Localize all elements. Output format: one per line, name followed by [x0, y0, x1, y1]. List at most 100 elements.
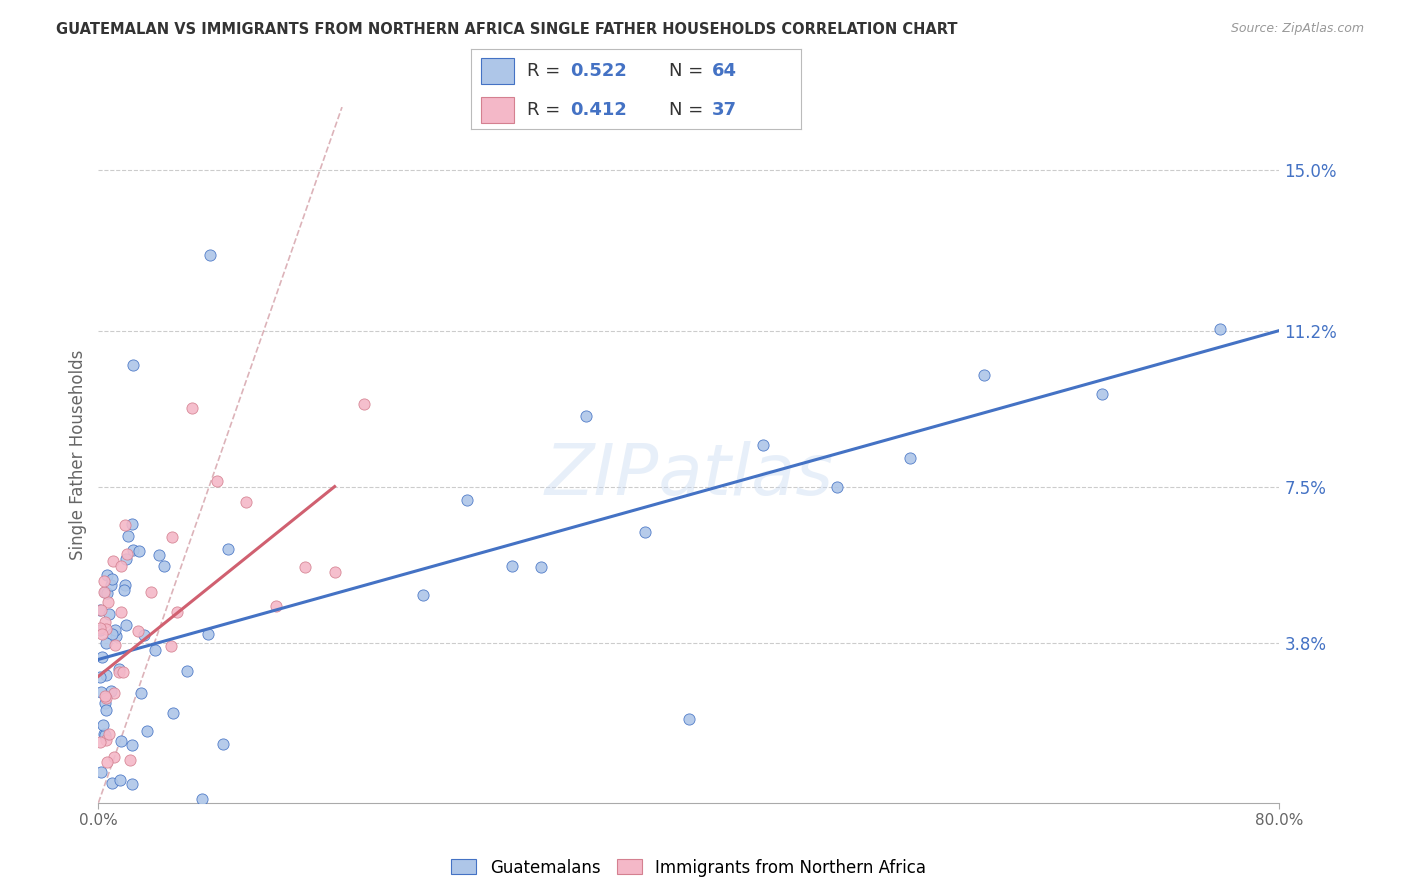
Point: [574, 409, 596, 424]
Point: [94, 690, 117, 705]
Point: [89, 603, 111, 617]
Point: [501, 558, 523, 573]
Point: [176, 664, 198, 678]
Point: [181, 401, 204, 415]
Text: 0.412: 0.412: [571, 101, 627, 119]
Point: [96, 622, 118, 636]
Point: [121, 739, 143, 753]
Point: [110, 559, 132, 574]
Point: [101, 627, 124, 641]
Point: [96, 568, 118, 582]
Point: [100, 683, 122, 698]
Text: N =: N =: [669, 62, 709, 79]
Point: [162, 530, 183, 544]
Text: R =: R =: [527, 101, 567, 119]
Point: [198, 247, 221, 261]
Point: [323, 566, 346, 580]
Point: [98, 607, 121, 621]
Point: [89, 735, 111, 749]
Point: [143, 643, 166, 657]
Point: [89, 603, 111, 617]
Point: [100, 578, 122, 592]
Point: [94, 615, 117, 629]
Point: [294, 560, 316, 574]
Point: [93, 689, 115, 703]
Point: [235, 495, 257, 509]
Point: [103, 554, 125, 568]
Point: [90, 765, 112, 780]
Point: [211, 738, 233, 752]
Text: ZIPatlas: ZIPatlas: [544, 442, 834, 510]
Point: [412, 588, 434, 602]
Point: [633, 524, 655, 539]
Point: [973, 368, 995, 382]
Point: [117, 528, 139, 542]
Text: Source: ZipAtlas.com: Source: ZipAtlas.com: [1230, 22, 1364, 36]
Point: [94, 732, 117, 747]
Point: [264, 599, 287, 614]
Point: [89, 670, 111, 684]
Point: [132, 628, 155, 642]
Legend: Guatemalans, Immigrants from Northern Africa: Guatemalans, Immigrants from Northern Af…: [443, 850, 935, 885]
Point: [121, 517, 143, 532]
Point: [110, 605, 132, 619]
Point: [153, 558, 176, 573]
Point: [93, 574, 115, 588]
Point: [900, 450, 922, 465]
Point: [94, 635, 117, 649]
Point: [678, 712, 700, 726]
Point: [122, 543, 145, 558]
Point: [90, 626, 112, 640]
Point: [120, 753, 142, 767]
Point: [129, 686, 152, 700]
Point: [166, 605, 188, 619]
Point: [117, 548, 139, 562]
Point: [94, 728, 117, 742]
Point: [190, 791, 212, 805]
Point: [353, 397, 375, 411]
Point: [101, 776, 124, 790]
Point: [121, 776, 143, 790]
Point: [114, 618, 136, 632]
Point: [1209, 322, 1232, 336]
Text: 0.522: 0.522: [571, 62, 627, 79]
Text: N =: N =: [669, 101, 709, 119]
Point: [93, 585, 115, 599]
Point: [103, 750, 125, 764]
Point: [97, 727, 120, 741]
Point: [141, 584, 163, 599]
Point: [128, 543, 150, 558]
Point: [456, 492, 478, 507]
Point: [148, 548, 170, 562]
Text: 64: 64: [713, 62, 737, 79]
Point: [93, 696, 115, 710]
Text: R =: R =: [527, 62, 567, 79]
Point: [110, 733, 132, 747]
Point: [136, 724, 159, 739]
Point: [94, 703, 117, 717]
Point: [115, 552, 138, 566]
Point: [96, 755, 118, 769]
Point: [93, 726, 115, 740]
Point: [114, 518, 136, 533]
Point: [89, 624, 111, 638]
Point: [825, 480, 848, 494]
Point: [104, 629, 127, 643]
Point: [127, 624, 149, 638]
Point: [96, 586, 118, 600]
Point: [108, 662, 131, 676]
Point: [217, 541, 239, 556]
Point: [103, 686, 125, 700]
Point: [94, 668, 117, 682]
Point: [97, 595, 120, 609]
Text: GUATEMALAN VS IMMIGRANTS FROM NORTHERN AFRICA SINGLE FATHER HOUSEHOLDS CORRELATI: GUATEMALAN VS IMMIGRANTS FROM NORTHERN A…: [56, 22, 957, 37]
Point: [197, 627, 219, 641]
Point: [89, 621, 111, 635]
Point: [205, 474, 228, 488]
Point: [160, 639, 183, 653]
Point: [104, 639, 127, 653]
Point: [101, 573, 124, 587]
Point: [122, 359, 145, 373]
Point: [1091, 387, 1114, 401]
Point: [530, 560, 553, 574]
